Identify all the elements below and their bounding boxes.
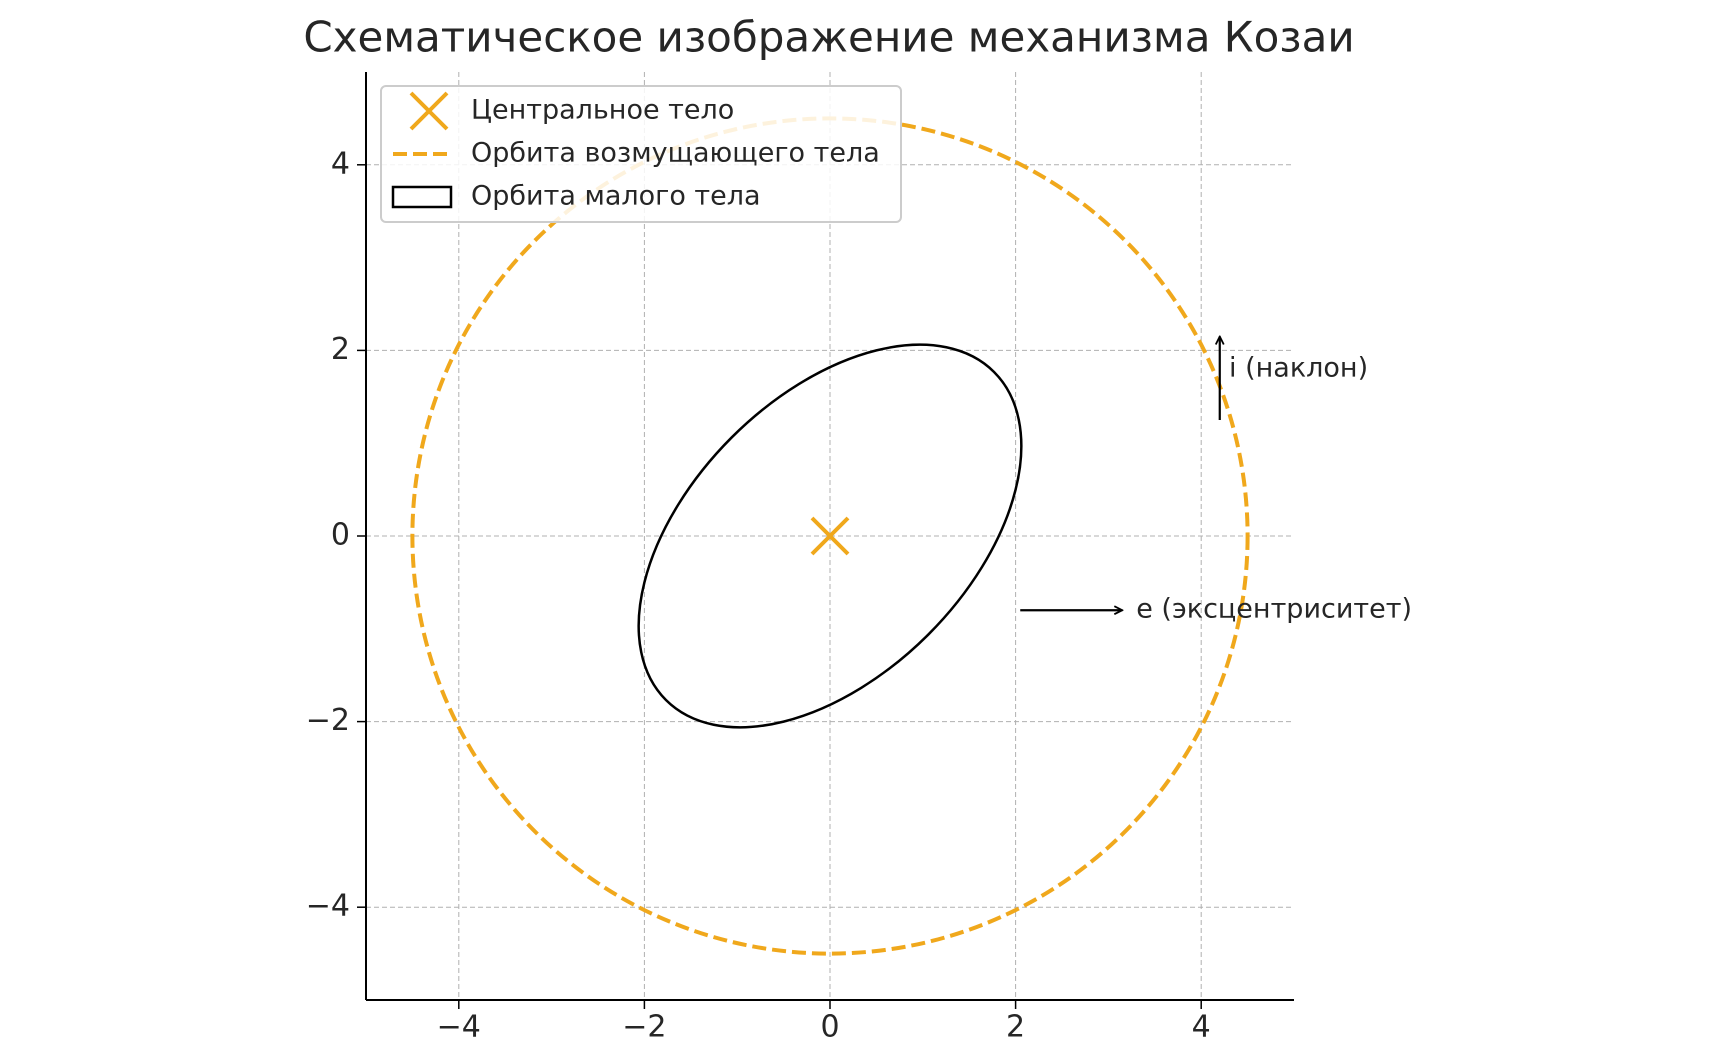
y-tick-label: −2 <box>306 703 350 738</box>
legend-frame <box>380 85 902 223</box>
annotation-label: i (наклон) <box>1229 352 1368 383</box>
y-tick-label: 2 <box>331 332 350 367</box>
legend-swatch <box>409 91 449 131</box>
legend-label: Центральное тело <box>471 95 734 126</box>
x-tick-label: −4 <box>437 1010 481 1045</box>
x-marker <box>810 516 850 556</box>
x-tick-label: −2 <box>622 1010 666 1045</box>
chart-title: Схематическое изображение механизма Коза… <box>303 13 1354 62</box>
legend: Центральное тело Орбита возмущающего тела… <box>380 85 902 223</box>
x-tick-label: 2 <box>1006 1010 1025 1045</box>
legend-swatch <box>391 185 453 209</box>
central-body <box>810 516 850 556</box>
legend-label: Орбита малого тела <box>471 181 761 212</box>
y-tick-label: 0 <box>331 518 350 553</box>
legend-label: Орбита возмущающего тела <box>471 138 880 169</box>
y-tick-label: −4 <box>306 889 350 924</box>
x-tick-label: 4 <box>1192 1010 1211 1045</box>
small-body-orbit <box>637 343 1023 729</box>
y-tick-label: 4 <box>331 146 350 181</box>
annotation-label: e (эксцентриситет) <box>1136 594 1412 625</box>
x-tick-label: 0 <box>820 1010 839 1045</box>
